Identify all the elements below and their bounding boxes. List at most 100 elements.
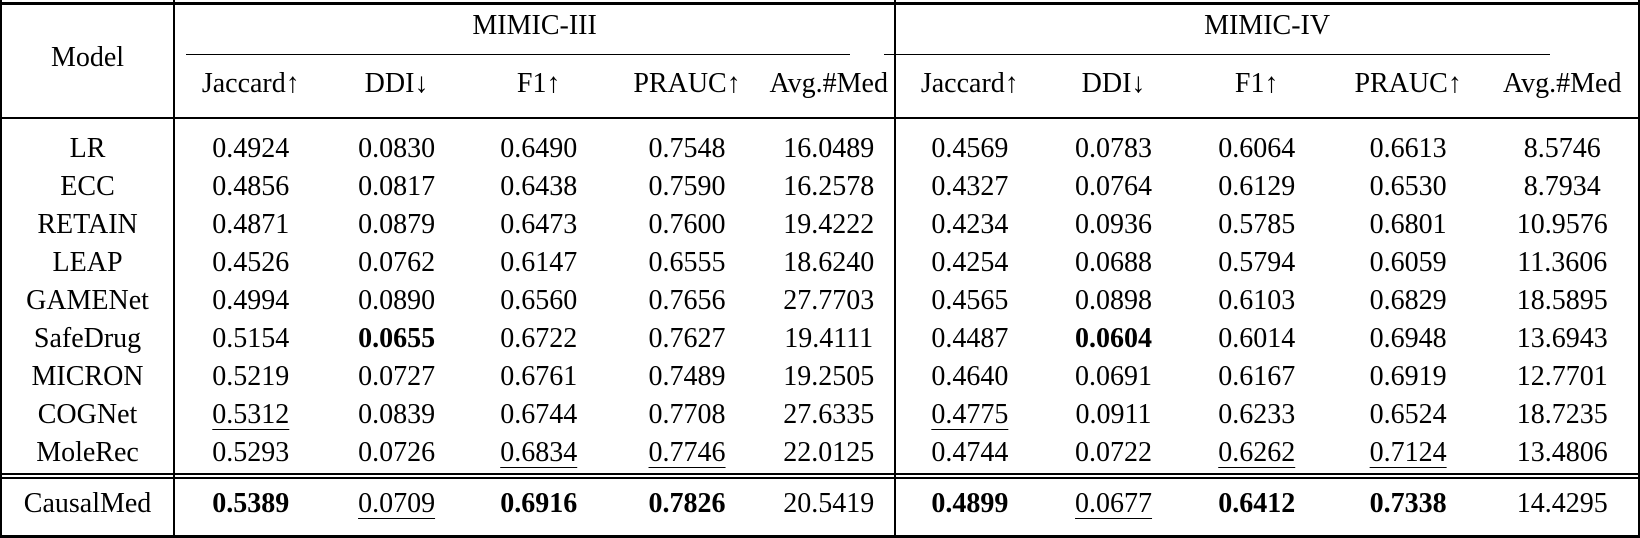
- metric-header: Jaccard↑: [173, 52, 327, 116]
- spacer-cell: [1486, 116, 1640, 130]
- value-cell: 0.6233: [1184, 396, 1330, 434]
- value-text: 0.7338: [1369, 488, 1447, 519]
- group-header-mimic-iii: MIMIC-III: [173, 0, 896, 52]
- value-text: 19.4111: [784, 323, 874, 354]
- value-text: 14.4295: [1516, 488, 1608, 519]
- header-gap-row: [0, 116, 1640, 130]
- value-text: 0.6524: [1369, 399, 1447, 430]
- metric-header: Avg.#Med: [769, 68, 888, 99]
- spacer-cell: [0, 116, 175, 130]
- value-text: 0.5154: [212, 323, 290, 354]
- value-text: 0.4234: [931, 209, 1009, 240]
- value-cell: 0.5389: [173, 480, 327, 528]
- value-cell: 0.0830: [327, 130, 467, 168]
- group-header-mimic-iv: MIMIC-IV: [894, 0, 1640, 52]
- value-text: 0.6834: [500, 437, 578, 468]
- value-cell: 0.4775: [894, 396, 1044, 434]
- value-text: 0.4775: [931, 399, 1009, 430]
- value-text: 0.5389: [212, 488, 290, 519]
- table-row: ECC 0.4856 0.0817 0.6438 0.7590 16.2578 0.4327…: [0, 168, 1640, 206]
- value-text: 0.6919: [1369, 361, 1447, 392]
- value-cell: 10.9576: [1486, 206, 1640, 244]
- model-name-cell: CausalMed: [0, 480, 175, 528]
- value-cell: 0.4994: [173, 282, 327, 320]
- value-cell: 27.6335: [763, 396, 895, 434]
- value-cell: 0.0911: [1043, 396, 1183, 434]
- value-cell: 0.4744: [894, 434, 1044, 472]
- value-text: 0.4856: [212, 171, 290, 202]
- value-text: 0.0726: [358, 437, 436, 468]
- metric-header: F1↑: [516, 68, 561, 99]
- table-row: LEAP 0.4526 0.0762 0.6147 0.6555 18.6240 0.425…: [0, 244, 1640, 282]
- group-underline-mimic-iii: [186, 54, 850, 55]
- value-cell: 0.0879: [327, 206, 467, 244]
- value-text: 0.4327: [931, 171, 1009, 202]
- value-text: 0.7124: [1369, 437, 1447, 468]
- value-text: 0.6916: [500, 488, 578, 519]
- value-text: 11.3606: [1517, 247, 1608, 278]
- value-cell: 0.7746: [611, 434, 763, 472]
- value-cell: 0.4254: [894, 244, 1044, 282]
- value-cell: 0.0726: [327, 434, 467, 472]
- metric-header: F1↑: [1234, 68, 1279, 99]
- value-text: 8.7934: [1523, 171, 1601, 202]
- value-text: 0.5785: [1218, 209, 1296, 240]
- value-text: 0.4994: [212, 285, 290, 316]
- value-text: 0.4899: [931, 488, 1009, 519]
- model-name-cell: MICRON: [0, 358, 175, 396]
- value-cell: 0.6530: [1330, 168, 1487, 206]
- model-name-cell: RETAIN: [0, 206, 175, 244]
- value-cell: 0.6129: [1184, 168, 1330, 206]
- final-separator-row: [0, 472, 1640, 480]
- table-row: COGNet 0.5312 0.0839 0.6744 0.7708 27.6335 0.4…: [0, 396, 1640, 434]
- value-cell: 0.0691: [1043, 358, 1183, 396]
- value-cell: 0.6064: [1184, 130, 1330, 168]
- value-text: 0.0839: [358, 399, 436, 430]
- value-cell: 0.6722: [467, 320, 611, 358]
- group-underline-mimic-iv: [884, 54, 1550, 55]
- value-cell: 0.4565: [894, 282, 1044, 320]
- value-cell: 0.7548: [611, 130, 763, 168]
- value-text: 0.6530: [1369, 171, 1447, 202]
- value-text: 0.6103: [1218, 285, 1296, 316]
- value-text: 0.5219: [212, 361, 290, 392]
- value-cell: 0.0898: [1043, 282, 1183, 320]
- value-text: 8.5746: [1523, 133, 1601, 164]
- table-row: MICRON 0.5219 0.0727 0.6761 0.7489 19.2505 0.4…: [0, 358, 1640, 396]
- value-cell: 20.5419: [763, 480, 895, 528]
- final-separator-rule-1: [0, 473, 1640, 475]
- model-name-cell: LR: [0, 130, 175, 168]
- value-text: 18.5895: [1516, 285, 1608, 316]
- value-text: 0.4526: [212, 247, 290, 278]
- value-text: 0.0936: [1075, 209, 1153, 240]
- value-text: 0.0677: [1075, 488, 1153, 519]
- value-cell: 16.0489: [763, 130, 895, 168]
- value-text: 0.6473: [500, 209, 578, 240]
- metric-header-row: Jaccard↑ DDI↓ F1↑ PRAUC↑ Avg.#Med Jaccard↑ DDI…: [1, 52, 1640, 116]
- value-cell: 19.2505: [763, 358, 895, 396]
- value-text: 18.7235: [1516, 399, 1608, 430]
- value-cell: 0.4234: [894, 206, 1044, 244]
- value-text: 0.6801: [1369, 209, 1447, 240]
- value-text: 19.2505: [783, 361, 875, 392]
- value-text: 0.6412: [1218, 488, 1296, 519]
- value-cell: 0.0727: [327, 358, 467, 396]
- value-text: 0.6490: [500, 133, 578, 164]
- value-cell: 0.0839: [327, 396, 467, 434]
- value-cell: 0.0604: [1043, 320, 1183, 358]
- metric-header: PRAUC↑: [1354, 68, 1462, 99]
- value-cell: 0.5154: [173, 320, 327, 358]
- value-cell: 0.0722: [1043, 434, 1183, 472]
- value-text: 0.7489: [648, 361, 726, 392]
- value-text: 0.7548: [648, 133, 726, 164]
- value-text: 0.0890: [358, 285, 436, 316]
- value-text: 0.7656: [648, 285, 726, 316]
- value-cell: 0.7489: [611, 358, 763, 396]
- value-cell: 0.5293: [173, 434, 327, 472]
- value-text: 0.6233: [1218, 399, 1296, 430]
- value-cell: 13.4806: [1486, 434, 1640, 472]
- table-row: GAMENet 0.4994 0.0890 0.6560 0.7656 27.7703 0.…: [0, 282, 1640, 320]
- value-cell: 0.5794: [1184, 244, 1330, 282]
- value-text: 18.6240: [783, 247, 875, 278]
